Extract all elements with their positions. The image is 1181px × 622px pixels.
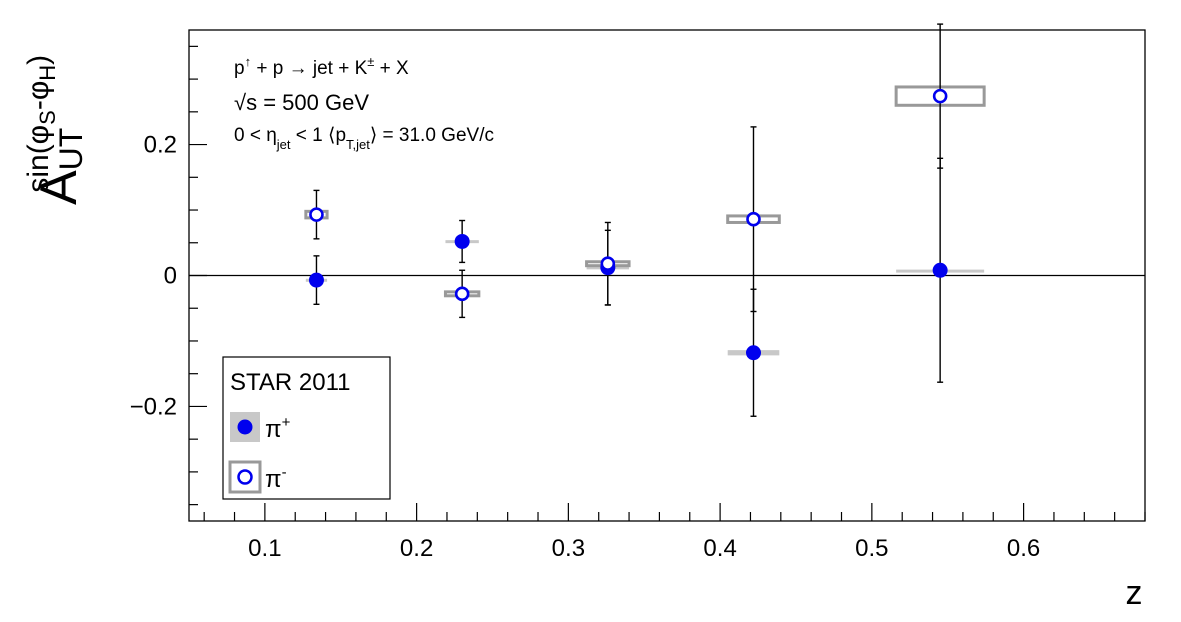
y-axis-title-sup: sin(φ [22,125,55,193]
y-axis-title: AUTsin(φS-φH) [22,55,89,205]
legend-pi-minus-symbol: π [265,466,282,493]
annotation-energy-s: s [246,90,257,115]
annotation-cuts: 0 < ηjet < 1 ⟨pT,jet⟩ = 31.0 GeV/c [234,125,494,152]
marker-pi-plus [454,233,470,249]
svg-text:AUTsin(φS-φH): AUTsin(φS-φH) [22,55,89,205]
annotation-process-arrow: ↑ [245,54,252,69]
annotation-cuts-eta-sub: jet [276,137,291,152]
x-tick-label: 0.5 [855,535,888,562]
data-markers [308,88,948,361]
annotation-energy-sqrt: √ [234,90,247,115]
y-axis-title-sup-end: ) [22,55,55,65]
marker-pi-minus [600,256,616,272]
legend-title: STAR 2011 [230,369,351,396]
legend-pi-plus-marker [237,419,253,435]
annotation-cuts-pre: 0 < η [234,125,277,146]
annotation-process-rest: + p → jet + K [251,58,367,79]
y-axis-title-main: A [30,170,88,205]
annotation-cuts-pt-sub: T,jet [346,137,370,152]
marker-pi-plus [932,262,948,278]
legend-pi-minus-marker [237,469,253,485]
annotation-process-end: + X [374,58,409,79]
annotation-process: p↑ + p → jet + K± + X [234,54,409,79]
x-axis-title: z [1126,574,1143,612]
legend-pi-plus-label: π+ [265,414,291,443]
legend-pi-plus-symbol: π [265,416,282,443]
marker-pi-minus [454,286,470,302]
annotation-process-pm: ± [367,54,374,69]
y-tick-label: 0 [164,263,177,290]
x-tick-label: 0.2 [400,535,433,562]
statistical-error-bars [313,23,944,417]
legend-pi-minus-sup: - [282,464,287,481]
y-tick-label: 0.2 [144,132,177,159]
x-tick-label: 0.4 [703,535,736,562]
y-axis-title-sup-sub-s: S [35,110,60,125]
annotation-process-p: p [234,58,245,79]
marker-pi-minus [309,207,324,222]
x-tick-label: 0.1 [248,535,281,562]
marker-pi-plus [308,272,324,288]
legend-pi-minus-sys-swatch [228,460,262,494]
y-axis-title-main-sub: UT [53,128,89,171]
x-tick-label: 0.6 [1007,535,1040,562]
y-axis-title-sup-mid: -φ [22,81,55,110]
annotation-energy-rest: = 500 GeV [257,90,369,115]
legend: STAR 2011 π+ π- [222,356,391,500]
x-axis: 0.1 0.2 0.3 0.4 0.5 0.6 [203,503,1146,562]
x-tick-label: 0.3 [552,535,585,562]
annotation-energy: √s = 500 GeV [234,90,369,115]
y-tick-label: −0.2 [130,393,177,420]
marker-pi-plus [745,345,761,361]
marker-pi-minus [932,88,948,104]
legend-pi-plus-sup: + [282,414,291,431]
annotation-cuts-post: ⟩ = 31.0 GeV/c [370,125,494,146]
y-axis-title-sup-sub-h: H [35,65,60,81]
y-axis: −0.2 0 0.2 [130,45,207,506]
marker-pi-minus [746,211,761,227]
legend-pi-minus-label: π- [265,464,287,493]
annotation-cuts-mid: < 1 ⟨p [291,125,346,146]
